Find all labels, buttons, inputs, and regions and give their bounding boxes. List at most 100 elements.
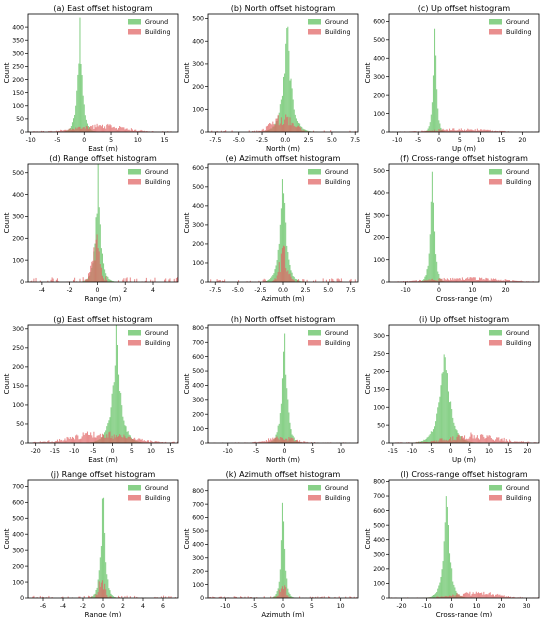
ground-bar	[282, 503, 283, 598]
building-bar	[274, 125, 275, 132]
ground-bar	[286, 579, 287, 598]
building-bar	[274, 438, 275, 443]
building-bar	[107, 124, 108, 132]
building-bar	[460, 439, 461, 443]
building-bar	[449, 129, 450, 132]
building-bar	[90, 432, 91, 443]
building-bar	[268, 124, 269, 132]
building-bar	[462, 277, 463, 282]
legend-label-building: Building	[325, 495, 351, 502]
building-bar	[276, 119, 277, 132]
building-bar	[449, 439, 450, 443]
x-tick-label: 0.0	[278, 287, 288, 294]
building-bar	[292, 279, 293, 282]
building-bar	[269, 123, 270, 132]
x-tick-label: 5	[130, 448, 134, 455]
building-bar	[78, 439, 79, 443]
subplot-title: (e) Azimuth offset histogram	[226, 154, 341, 163]
y-tick-label: 0	[381, 440, 385, 447]
building-bar	[452, 436, 453, 443]
ground-bar	[429, 435, 430, 443]
building-bar	[107, 438, 108, 443]
ground-bar	[115, 366, 116, 443]
x-tick-label: 15	[498, 137, 506, 144]
building-bar	[97, 124, 98, 132]
building-bar	[281, 254, 282, 282]
ground-bar	[434, 231, 435, 282]
building-bar	[440, 438, 441, 443]
y-tick-label: 150	[12, 383, 24, 390]
building-bar	[284, 120, 285, 132]
legend-label-ground: Ground	[145, 169, 168, 176]
building-bar	[283, 124, 284, 132]
ground-bar	[269, 279, 270, 282]
building-bar	[77, 436, 78, 443]
building-bar	[268, 438, 269, 443]
legend-swatch-ground	[489, 330, 502, 336]
x-tick-label: 0	[281, 603, 285, 610]
building-bar	[469, 437, 470, 443]
building-bar	[98, 126, 99, 132]
legend-swatch-building	[489, 495, 502, 501]
building-bar	[489, 593, 490, 598]
x-tick-label: 20	[502, 287, 510, 294]
ground-bar	[444, 354, 445, 443]
x-tick-label: 15	[161, 137, 169, 144]
x-tick-label: 2.5	[301, 287, 311, 294]
building-bar	[105, 129, 106, 132]
ground-bar	[432, 102, 433, 132]
y-tick-label: 300	[12, 214, 24, 221]
y-tick-label: 700	[192, 339, 204, 346]
building-bar	[148, 440, 149, 443]
ground-bar	[285, 375, 286, 443]
y-tick-label: 0	[200, 279, 204, 286]
ground-bar	[435, 254, 436, 282]
y-tick-label: 300	[373, 333, 385, 340]
building-bar	[75, 127, 76, 132]
building-bar	[493, 440, 494, 443]
x-tick-label: 5	[458, 137, 462, 144]
building-bar	[118, 128, 119, 132]
x-tick-label: 0	[449, 448, 453, 455]
subplot-title: (l) Cross-range offset histogram	[400, 470, 528, 479]
x-tick-label: 5	[468, 448, 472, 455]
building-bar	[476, 592, 477, 598]
building-bar	[83, 127, 84, 132]
ground-bar	[428, 437, 429, 443]
ground-bar	[432, 172, 433, 282]
building-bar	[139, 439, 140, 443]
y-tick-label: 200	[192, 84, 204, 91]
building-bar	[33, 279, 34, 282]
ground-bar	[78, 64, 79, 132]
x-tick-label: -10	[401, 287, 411, 294]
legend-label-building: Building	[145, 29, 171, 36]
building-bar	[87, 432, 88, 443]
building-bar	[470, 277, 471, 282]
building-bar	[287, 270, 288, 282]
building-bar	[487, 435, 488, 443]
building-bar	[123, 278, 124, 282]
building-bar	[478, 592, 479, 598]
building-bar	[453, 440, 454, 443]
y-axis-label: Count	[183, 528, 191, 549]
building-bar	[83, 277, 84, 282]
ground-bar	[449, 402, 450, 443]
y-axis-label: Count	[183, 62, 191, 83]
legend-swatch-building	[128, 340, 141, 346]
building-bar	[282, 586, 283, 598]
building-bar	[495, 279, 496, 282]
building-bar	[103, 128, 104, 132]
building-bar	[279, 440, 280, 443]
building-bar	[278, 272, 279, 282]
building-bar	[442, 279, 443, 282]
y-tick-label: 500	[373, 37, 385, 44]
x-tick-label: -5	[253, 448, 259, 455]
building-bar	[105, 589, 106, 598]
legend-label-building: Building	[145, 340, 171, 347]
building-bar	[292, 438, 293, 443]
building-bar	[70, 128, 71, 132]
y-tick-label: 500	[12, 170, 24, 177]
